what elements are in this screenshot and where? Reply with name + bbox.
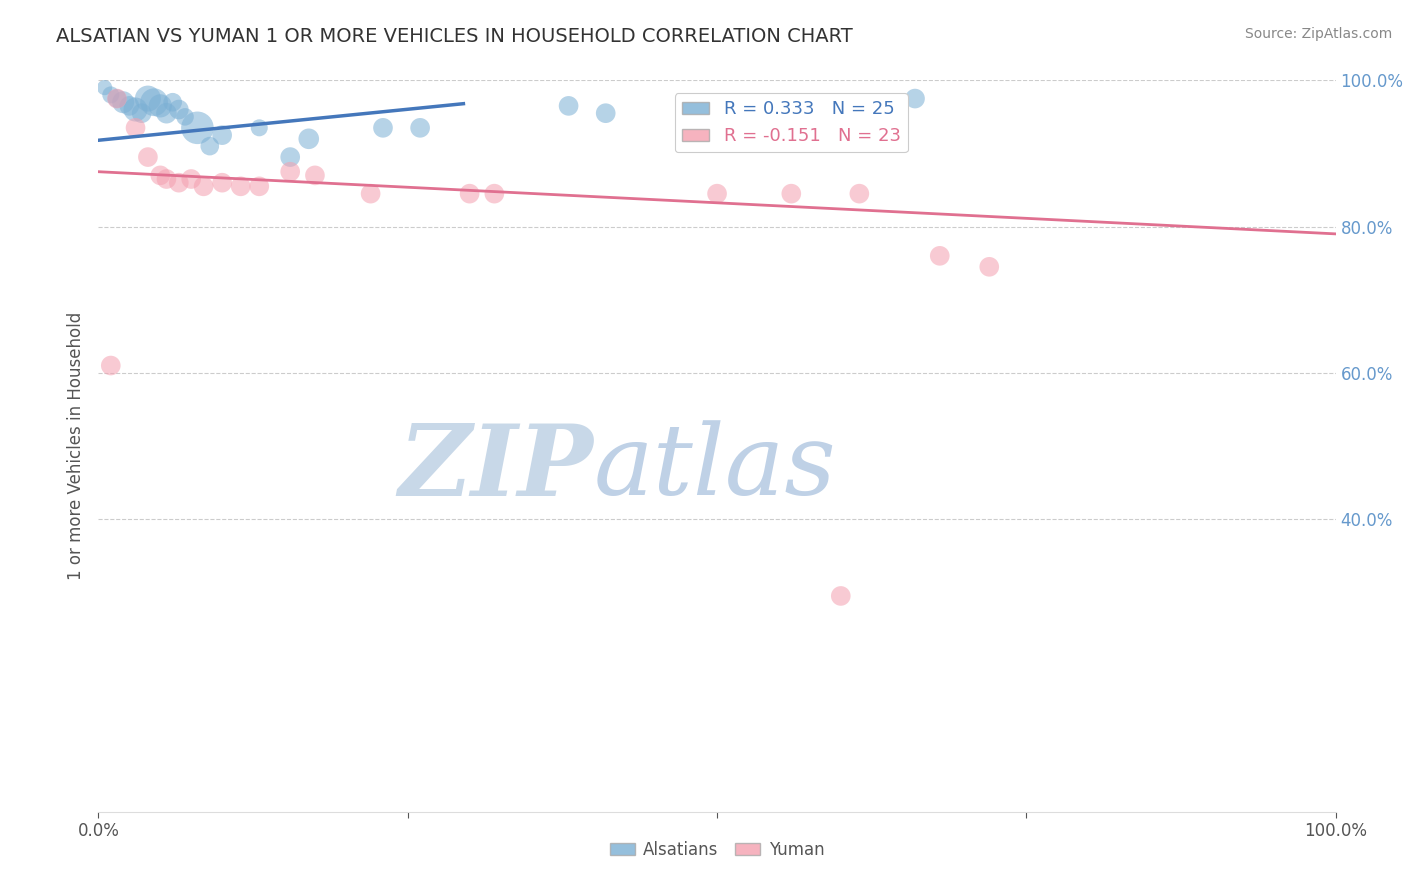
Point — [143, 95, 166, 110]
Legend: Alsatians, Yuman: Alsatians, Yuman — [603, 834, 831, 865]
Point — [180, 172, 202, 186]
Point — [595, 106, 617, 120]
Point — [304, 169, 326, 183]
Point — [124, 103, 146, 117]
Point — [149, 169, 172, 183]
Point — [278, 150, 301, 164]
Point — [100, 359, 122, 373]
Point — [211, 128, 233, 143]
Point — [278, 164, 301, 178]
Point — [136, 92, 159, 106]
Point — [484, 186, 506, 201]
Point — [360, 186, 382, 201]
Point — [371, 120, 394, 135]
Text: atlas: atlas — [593, 420, 837, 516]
Point — [904, 92, 927, 106]
Point — [105, 92, 128, 106]
Point — [247, 179, 270, 194]
Point — [229, 179, 252, 194]
Point — [174, 110, 197, 124]
Point — [155, 106, 177, 120]
Point — [928, 249, 950, 263]
Point — [136, 150, 159, 164]
Point — [780, 186, 803, 201]
Point — [830, 589, 852, 603]
Point — [409, 120, 432, 135]
Point — [706, 186, 728, 201]
Text: Source: ZipAtlas.com: Source: ZipAtlas.com — [1244, 27, 1392, 41]
Point — [557, 99, 579, 113]
Point — [118, 99, 141, 113]
Point — [979, 260, 1001, 274]
Y-axis label: 1 or more Vehicles in Household: 1 or more Vehicles in Household — [66, 312, 84, 580]
Point — [458, 186, 481, 201]
Point — [167, 103, 190, 117]
Point — [186, 120, 208, 135]
Point — [298, 132, 321, 146]
Point — [848, 186, 870, 201]
Point — [124, 120, 146, 135]
Point — [198, 139, 221, 153]
Point — [211, 176, 233, 190]
Point — [112, 95, 135, 110]
Point — [105, 92, 128, 106]
Point — [193, 179, 215, 194]
Text: ZIP: ZIP — [398, 420, 593, 516]
Point — [100, 87, 122, 102]
Point — [131, 106, 153, 120]
Point — [247, 120, 270, 135]
Point — [155, 172, 177, 186]
Point — [162, 95, 184, 110]
Point — [93, 80, 115, 95]
Text: ALSATIAN VS YUMAN 1 OR MORE VEHICLES IN HOUSEHOLD CORRELATION CHART: ALSATIAN VS YUMAN 1 OR MORE VEHICLES IN … — [56, 27, 853, 45]
Point — [149, 99, 172, 113]
Point — [167, 176, 190, 190]
